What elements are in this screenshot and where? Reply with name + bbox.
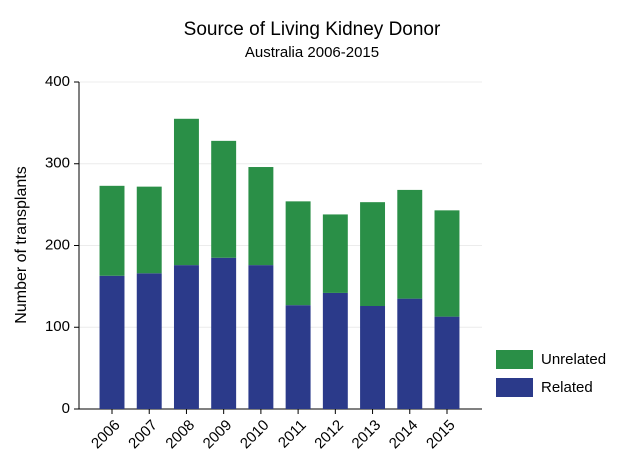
y-tick-label: 200 <box>45 236 70 253</box>
bar-segment <box>285 305 311 409</box>
bar-segment <box>434 316 460 409</box>
bar-segment <box>322 214 348 293</box>
bar-segment <box>285 201 311 306</box>
chart-title: Source of Living Kidney Donor <box>184 19 441 40</box>
bar-segment <box>136 186 162 274</box>
bar-segment <box>99 185 125 276</box>
bar-segment <box>211 257 237 409</box>
bar-segment <box>397 189 423 299</box>
bar-segment <box>211 140 237 258</box>
bar-segment <box>136 273 162 409</box>
y-axis-title: Number of transplants <box>13 166 30 323</box>
legend-label: Unrelated <box>541 351 606 368</box>
bar-segment <box>248 265 274 409</box>
y-tick-label: 300 <box>45 155 70 172</box>
bar-segment <box>248 167 274 266</box>
legend-swatch <box>496 378 533 397</box>
chart-subtitle: Australia 2006-2015 <box>245 44 379 61</box>
bar-segment <box>360 202 386 306</box>
bar-segment <box>322 292 348 409</box>
legend-label: Related <box>541 379 593 396</box>
bar-segment <box>434 210 460 317</box>
bar-segment <box>173 265 199 409</box>
y-tick-label: 0 <box>62 400 70 417</box>
y-tick-label: 100 <box>45 318 70 335</box>
bar-segment <box>397 298 423 409</box>
y-tick-label: 400 <box>45 73 70 90</box>
bar-segment <box>99 275 125 409</box>
bar-segment <box>173 118 199 266</box>
bar-segment <box>360 305 386 409</box>
legend-swatch <box>496 350 533 369</box>
